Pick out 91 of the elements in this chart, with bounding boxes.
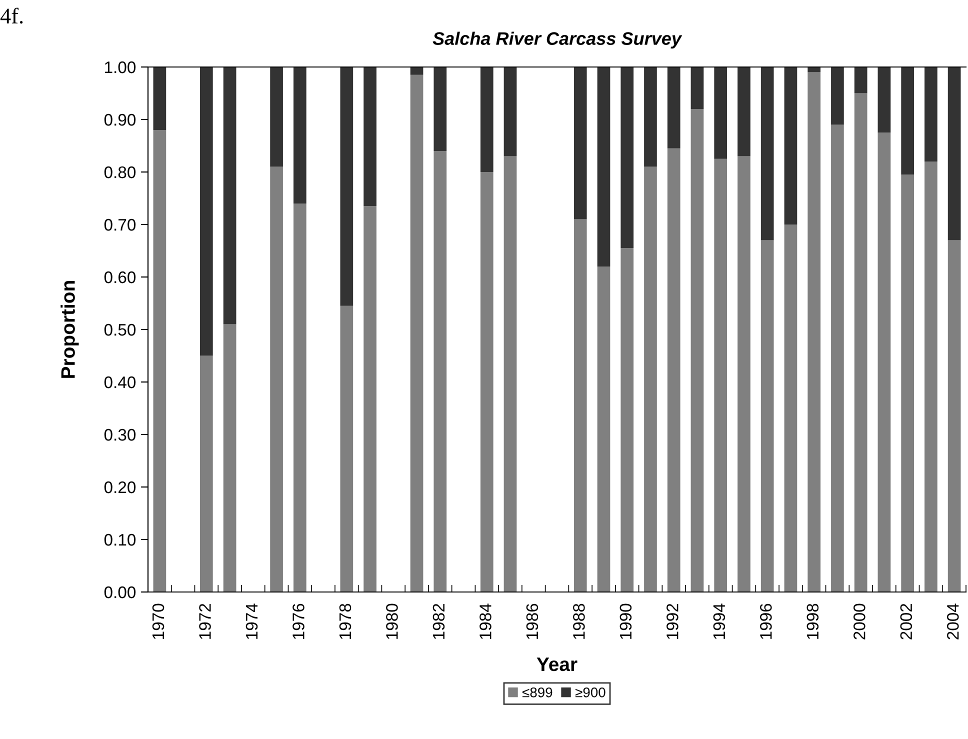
- bar: [878, 132, 891, 592]
- bar: [620, 67, 634, 248]
- y-tick-label: 0.90: [104, 114, 136, 126]
- x-tick-label: 1976: [292, 604, 304, 639]
- bar: [293, 204, 306, 592]
- bar: [410, 74, 424, 592]
- x-tick-label: 2002: [900, 604, 912, 640]
- bar: [340, 306, 354, 592]
- bar: [504, 67, 517, 156]
- x-axis-title: Year: [536, 658, 578, 672]
- x-tick-label: 1980: [386, 604, 398, 639]
- bar: [667, 148, 680, 592]
- bar: [270, 67, 283, 167]
- bar: [153, 130, 166, 592]
- bar: [714, 158, 728, 592]
- x-tick-label: 1986: [526, 604, 538, 639]
- x-tick-label: 1994: [713, 604, 726, 639]
- bar: [200, 67, 213, 356]
- bar: [644, 166, 657, 592]
- x-tick-label: 2004: [946, 604, 959, 640]
- bar: [434, 151, 447, 592]
- bar: [948, 67, 961, 240]
- bar: [364, 206, 376, 592]
- bar: [504, 156, 517, 592]
- y-tick-label: 0.30: [104, 428, 136, 441]
- bar: [854, 93, 868, 592]
- bar: [597, 67, 610, 266]
- y-tick-label: 0.10: [104, 534, 136, 546]
- bar: [924, 67, 938, 162]
- bar: [574, 219, 587, 592]
- bar: [480, 172, 494, 592]
- bar: [410, 67, 424, 75]
- bar: [270, 166, 283, 592]
- x-tick-label: 1996: [760, 604, 772, 639]
- bar: [738, 156, 750, 592]
- bar: [808, 67, 821, 72]
- x-tick-label: 2000: [854, 604, 866, 640]
- bar: [480, 67, 494, 172]
- bar: [364, 67, 376, 206]
- x-tick-label: 1982: [432, 604, 445, 639]
- bar: [784, 224, 798, 592]
- x-tick-label: 1974: [246, 604, 258, 639]
- x-tick-label: 1998: [806, 604, 819, 639]
- legend-label: ≥900: [575, 687, 606, 698]
- bar: [293, 67, 306, 204]
- bar: [690, 67, 704, 109]
- legend-label: ≤899: [522, 687, 552, 698]
- bar: [831, 67, 844, 125]
- text: 4f.: [0, 8, 23, 24]
- y-tick-label: 0.60: [104, 271, 136, 284]
- bar: [924, 162, 938, 592]
- bar: [597, 266, 610, 592]
- bar: [223, 67, 236, 324]
- bar: [854, 67, 868, 94]
- x-tick-label: 1978: [339, 604, 352, 639]
- bar: [878, 67, 891, 133]
- bar: [340, 67, 354, 306]
- x-tick-label: 1970: [152, 604, 164, 639]
- bar: [434, 67, 447, 151]
- y-tick-label: 0.00: [104, 586, 136, 598]
- bar: [948, 240, 961, 592]
- bar: [200, 356, 213, 592]
- y-tick-label: 0.40: [104, 376, 136, 388]
- bar: [644, 67, 657, 167]
- bar: [738, 67, 750, 156]
- y-tick-label: 0.80: [104, 166, 136, 178]
- chart-title: Salcha River Carcass Survey: [432, 32, 682, 49]
- bar: [760, 67, 774, 240]
- bar: [808, 72, 821, 592]
- bar: [901, 174, 914, 592]
- y-tick-label: 0.50: [104, 324, 136, 336]
- bar: [831, 124, 844, 592]
- x-tick-label: 1990: [620, 604, 632, 639]
- bar: [667, 67, 680, 148]
- bar: [153, 67, 166, 130]
- x-tick-label: 1988: [573, 604, 585, 639]
- x-tick-label: 1972: [199, 604, 211, 639]
- x-tick-label: 1992: [666, 604, 678, 639]
- bar: [714, 67, 728, 159]
- bar: [901, 67, 914, 175]
- y-tick-label: 0.20: [104, 481, 136, 494]
- y-tick-label: 1.00: [105, 61, 136, 74]
- bar: [620, 248, 634, 592]
- y-tick-label: 0.70: [104, 218, 136, 231]
- y-axis-title: Proportion: [60, 281, 79, 378]
- bar: [574, 67, 587, 220]
- bar: [690, 109, 704, 592]
- bar: [760, 240, 774, 592]
- bar: [784, 67, 798, 224]
- x-tick-label: 1984: [480, 604, 492, 639]
- bar: [223, 324, 236, 592]
